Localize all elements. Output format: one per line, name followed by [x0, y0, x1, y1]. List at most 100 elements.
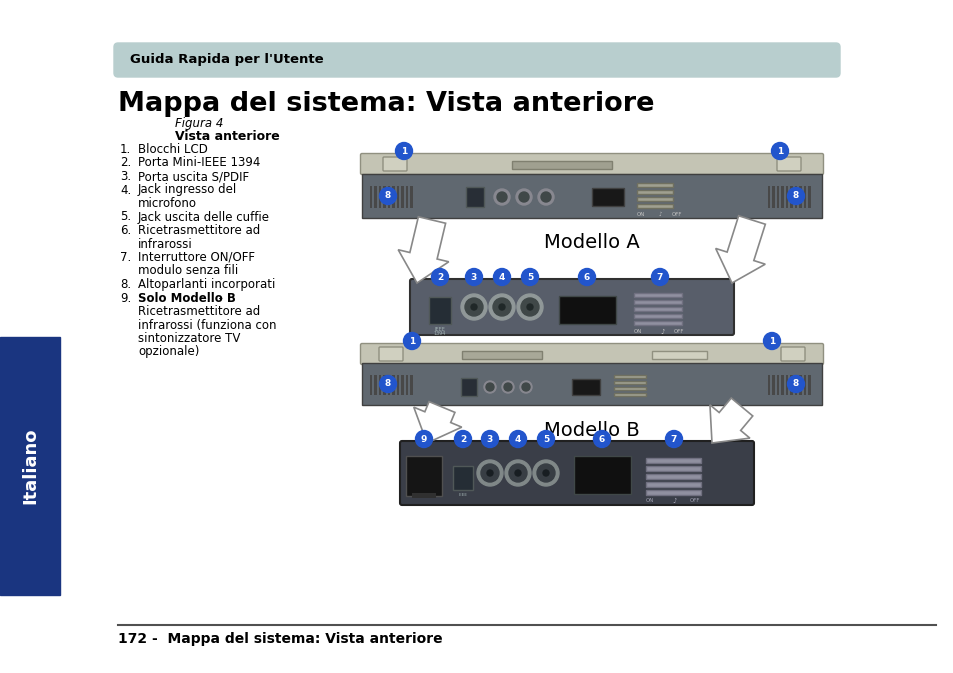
FancyBboxPatch shape [785, 375, 788, 395]
Polygon shape [715, 216, 764, 283]
FancyBboxPatch shape [410, 186, 413, 208]
Polygon shape [414, 402, 461, 443]
Text: Jack ingresso del: Jack ingresso del [138, 184, 237, 197]
Circle shape [403, 332, 420, 349]
Text: Italiano: Italiano [21, 428, 39, 504]
FancyBboxPatch shape [406, 375, 408, 395]
Circle shape [494, 189, 510, 205]
Text: 8: 8 [384, 192, 391, 201]
Text: microfono: microfono [138, 197, 196, 210]
Text: 2: 2 [436, 273, 442, 281]
Text: 1: 1 [409, 336, 415, 345]
Text: 9: 9 [420, 435, 427, 444]
FancyBboxPatch shape [781, 347, 804, 361]
Circle shape [471, 304, 476, 310]
Circle shape [501, 381, 514, 393]
FancyBboxPatch shape [399, 441, 753, 505]
Text: OFF: OFF [671, 212, 681, 217]
FancyBboxPatch shape [360, 153, 822, 174]
FancyBboxPatch shape [799, 375, 801, 395]
Text: IEEE: IEEE [458, 493, 467, 497]
Circle shape [379, 376, 396, 392]
Text: Altoparlanti incorporati: Altoparlanti incorporati [138, 278, 275, 291]
FancyBboxPatch shape [634, 306, 681, 311]
FancyBboxPatch shape [465, 187, 483, 207]
Text: 4: 4 [515, 435, 520, 444]
FancyBboxPatch shape [803, 186, 805, 208]
Text: IEEE: IEEE [435, 327, 445, 332]
FancyBboxPatch shape [614, 392, 645, 396]
FancyBboxPatch shape [574, 456, 630, 494]
FancyBboxPatch shape [637, 190, 672, 194]
Text: modulo senza fili: modulo senza fili [138, 264, 238, 277]
FancyBboxPatch shape [401, 186, 403, 208]
Text: Ricetrasmettitore ad: Ricetrasmettitore ad [138, 305, 260, 318]
Circle shape [518, 192, 529, 202]
FancyBboxPatch shape [460, 378, 476, 396]
Circle shape [395, 143, 412, 160]
Text: 1.: 1. [120, 143, 132, 156]
Text: Modello A: Modello A [543, 233, 639, 252]
FancyBboxPatch shape [382, 157, 407, 171]
FancyBboxPatch shape [634, 320, 681, 325]
FancyBboxPatch shape [383, 375, 386, 395]
Text: 4: 4 [498, 273, 505, 281]
Text: 7.: 7. [120, 251, 132, 264]
FancyBboxPatch shape [634, 314, 681, 318]
FancyBboxPatch shape [803, 375, 805, 395]
Circle shape [593, 431, 610, 448]
Text: 7: 7 [656, 273, 662, 281]
FancyBboxPatch shape [383, 186, 386, 208]
Text: 3: 3 [486, 435, 493, 444]
FancyBboxPatch shape [360, 343, 822, 365]
Text: sintonizzatore TV: sintonizzatore TV [138, 332, 240, 345]
Text: 5: 5 [542, 435, 549, 444]
Circle shape [526, 304, 533, 310]
FancyBboxPatch shape [767, 375, 770, 395]
Circle shape [521, 269, 537, 285]
Circle shape [503, 383, 512, 391]
Circle shape [762, 332, 780, 349]
FancyBboxPatch shape [370, 375, 372, 395]
FancyBboxPatch shape [412, 493, 436, 498]
FancyBboxPatch shape [645, 490, 700, 495]
Text: 8: 8 [792, 380, 799, 388]
Text: 1: 1 [768, 336, 774, 345]
FancyBboxPatch shape [378, 375, 381, 395]
FancyBboxPatch shape [614, 380, 645, 384]
Circle shape [516, 189, 532, 205]
FancyBboxPatch shape [375, 375, 376, 395]
Circle shape [520, 298, 538, 316]
Text: opzionale): opzionale) [138, 345, 199, 359]
FancyBboxPatch shape [645, 474, 700, 479]
FancyBboxPatch shape [361, 363, 821, 405]
FancyBboxPatch shape [375, 186, 376, 208]
Circle shape [483, 381, 496, 393]
FancyBboxPatch shape [461, 351, 541, 359]
FancyBboxPatch shape [634, 293, 681, 297]
Text: Solo Modello B: Solo Modello B [138, 291, 235, 304]
FancyBboxPatch shape [634, 299, 681, 304]
Circle shape [497, 192, 506, 202]
FancyBboxPatch shape [388, 375, 390, 395]
Circle shape [416, 431, 432, 448]
Circle shape [665, 431, 681, 448]
FancyBboxPatch shape [378, 186, 381, 208]
Circle shape [460, 294, 486, 320]
Text: 5: 5 [526, 273, 533, 281]
Text: Interruttore ON/OFF: Interruttore ON/OFF [138, 251, 254, 264]
Text: ON: ON [637, 212, 644, 217]
Circle shape [486, 470, 493, 476]
Circle shape [480, 464, 498, 482]
FancyBboxPatch shape [637, 197, 672, 201]
Circle shape [379, 188, 396, 205]
FancyBboxPatch shape [592, 188, 623, 206]
Text: Vista anteriore: Vista anteriore [174, 130, 279, 143]
Text: 1: 1 [776, 147, 782, 155]
Text: 8.: 8. [120, 278, 131, 291]
FancyBboxPatch shape [453, 466, 473, 490]
Polygon shape [709, 398, 752, 443]
Circle shape [504, 460, 531, 486]
Text: 2: 2 [459, 435, 466, 444]
Text: 3.: 3. [120, 170, 131, 183]
